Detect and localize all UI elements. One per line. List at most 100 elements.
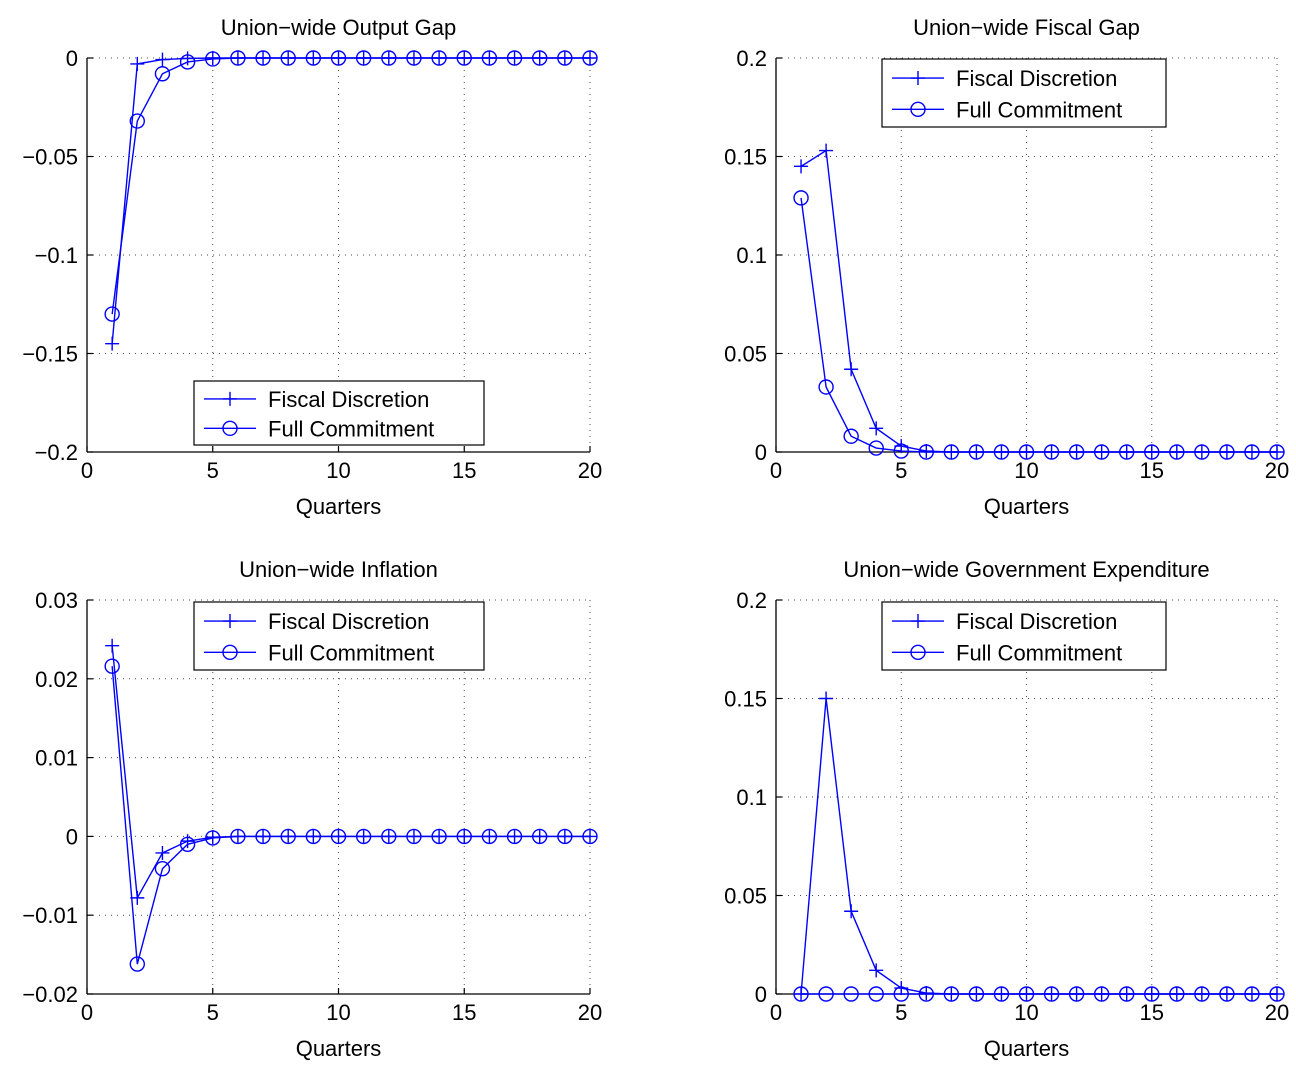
data-point-circle <box>968 986 985 1002</box>
x-tick-label: 15 <box>1140 1000 1164 1025</box>
data-point-circle <box>179 836 196 852</box>
data-point-circle <box>104 306 120 322</box>
legend-marker-circle <box>910 644 926 661</box>
data-point-plus <box>180 51 195 66</box>
data-point-plus <box>819 143 834 158</box>
data-point-circle <box>330 828 347 845</box>
data-point-circle <box>456 50 472 66</box>
data-point-circle <box>1269 444 1285 460</box>
data-point-circle <box>129 113 146 129</box>
legend: Fiscal Discretion Full Commitment <box>193 601 485 671</box>
y-tick-label: 0.05 <box>724 342 767 367</box>
data-point-circle <box>843 986 859 1002</box>
data-point-circle <box>793 190 809 206</box>
data-point-plus <box>919 444 934 459</box>
data-point-circle <box>381 828 397 845</box>
data-point-circle <box>1194 444 1210 460</box>
legend-marker-circle <box>222 420 238 437</box>
x-axis-label: Quarters <box>984 494 1070 519</box>
data-point-plus <box>155 52 170 67</box>
data-point-circle <box>943 986 960 1002</box>
data-point-plus <box>155 845 170 860</box>
data-point-circle <box>1093 986 1110 1002</box>
x-axis-label: Quarters <box>984 1036 1070 1061</box>
chart-title: Union−wide Fiscal Gap <box>913 15 1140 40</box>
data-point-circle <box>355 50 372 66</box>
data-point-circle <box>943 444 960 460</box>
y-tick-label: 0 <box>66 46 78 71</box>
data-point-circle <box>1244 444 1260 460</box>
legend: Fiscal Discretion Full Commitment <box>881 601 1167 671</box>
y-tick-label: −0.1 <box>35 243 78 268</box>
data-point-circle <box>330 50 347 66</box>
chart-title: Union−wide Inflation <box>239 557 438 582</box>
data-point-circle <box>305 50 322 66</box>
series-line-full-commitment <box>800 197 1277 453</box>
legend-marker-plus <box>911 71 925 86</box>
x-axis-label: Quarters <box>296 494 382 519</box>
data-point-circle <box>1018 444 1035 460</box>
legend-label: Fiscal Discretion <box>956 609 1117 634</box>
legend-marker-plus <box>223 391 237 406</box>
data-point-plus <box>130 890 145 905</box>
data-point-circle <box>1269 986 1285 1002</box>
data-point-circle <box>1144 444 1160 460</box>
chart-title: Union−wide Government Expenditure <box>843 557 1209 582</box>
data-point-circle <box>1118 986 1135 1002</box>
data-point-circle <box>481 828 498 845</box>
legend-label: Full Commitment <box>956 640 1122 665</box>
y-tick-label: 0.2 <box>736 46 767 71</box>
chart-panel-2: 0 5 10 15 20 0 0.05 0.1 0.15 0.2 Union−wide Fiscal… <box>724 15 1289 519</box>
y-tick-label: −0.02 <box>22 982 78 1007</box>
data-point-circle <box>255 828 271 845</box>
y-tick-label: −0.05 <box>22 145 78 170</box>
data-point-circle <box>1169 986 1185 1002</box>
data-point-plus <box>180 834 195 849</box>
y-tick-label: 0.15 <box>724 145 767 170</box>
legend-box <box>193 601 485 671</box>
data-point-circle <box>431 50 447 66</box>
y-tick-label: 0.05 <box>724 884 767 909</box>
x-axis-label: Quarters <box>296 1036 382 1061</box>
legend-box <box>881 601 1167 671</box>
data-point-circle <box>1093 444 1110 460</box>
legend-marker-circle <box>222 644 238 661</box>
data-point-plus <box>869 421 884 436</box>
x-tick-label: 20 <box>578 458 602 483</box>
y-tick-label: −0.2 <box>35 440 78 465</box>
x-tick-label: 10 <box>326 1000 350 1025</box>
x-tick-label: 10 <box>1014 1000 1038 1025</box>
y-tick-label: −0.15 <box>22 342 78 367</box>
legend: Fiscal Discretion Full Commitment <box>881 58 1167 128</box>
legend-label: Full Commitment <box>956 97 1122 122</box>
data-point-plus <box>794 159 809 174</box>
data-point-circle <box>582 50 598 66</box>
data-point-circle <box>179 54 196 70</box>
data-point-circle <box>1219 986 1235 1002</box>
chart-panel-4: 0 5 10 15 20 0 0.05 0.1 0.15 0.2 Union−wide Govern… <box>724 557 1289 1061</box>
data-point-plus <box>105 638 120 653</box>
data-point-circle <box>154 66 171 82</box>
data-point-circle <box>230 50 246 66</box>
data-point-circle <box>993 986 1010 1002</box>
y-tick-label: 0 <box>755 982 767 1007</box>
data-point-circle <box>818 986 834 1002</box>
y-tick-label: 0.01 <box>35 746 78 771</box>
legend-box <box>881 58 1167 128</box>
data-point-circle <box>506 828 523 845</box>
legend-marker-plus <box>911 614 925 629</box>
data-point-circle <box>557 50 573 66</box>
x-tick-label: 10 <box>326 458 350 483</box>
data-point-circle <box>532 50 548 66</box>
data-point-circle <box>355 828 372 845</box>
data-point-circle <box>456 828 472 845</box>
y-tick-label: 0.02 <box>35 667 78 692</box>
data-point-circle <box>893 443 909 459</box>
x-tick-label: 20 <box>578 1000 602 1025</box>
legend-label: Fiscal Discretion <box>956 66 1117 91</box>
data-point-circle <box>381 50 397 66</box>
data-point-circle <box>1043 444 1060 460</box>
legend-label: Full Commitment <box>268 640 434 665</box>
data-point-circle <box>406 828 422 845</box>
